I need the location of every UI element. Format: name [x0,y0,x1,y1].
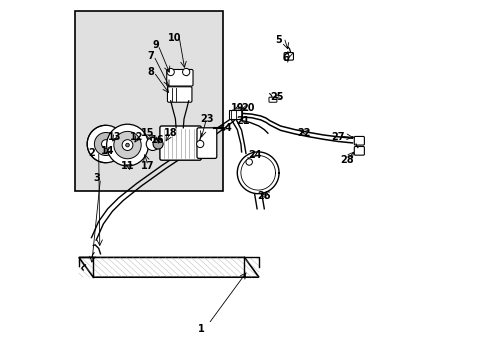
Text: 10: 10 [167,33,181,43]
Text: 1: 1 [198,324,204,334]
Circle shape [125,143,129,147]
Text: 14: 14 [101,146,114,156]
Circle shape [102,140,110,148]
Circle shape [167,68,174,76]
Text: 3: 3 [93,173,100,183]
Circle shape [146,138,159,150]
Text: 19: 19 [230,103,244,113]
Text: 12: 12 [129,132,143,142]
Circle shape [114,131,141,159]
Text: 28: 28 [340,155,353,165]
Text: 5: 5 [275,35,282,45]
Text: 16: 16 [151,135,164,145]
Text: 17: 17 [140,161,154,171]
Text: 20: 20 [241,103,254,113]
Text: 24: 24 [248,150,262,160]
FancyBboxPatch shape [166,69,193,86]
Text: 22: 22 [297,128,310,138]
FancyBboxPatch shape [160,126,201,160]
Text: 11: 11 [121,161,134,171]
Text: 21: 21 [236,116,249,126]
Bar [229,110,242,119]
Bar [75,11,223,191]
Text: 23: 23 [200,114,213,124]
Circle shape [122,140,133,150]
FancyBboxPatch shape [354,136,364,145]
Circle shape [182,68,189,76]
Text: 15: 15 [140,128,154,138]
Text: 8: 8 [147,67,154,77]
Text: 4: 4 [224,123,231,133]
FancyBboxPatch shape [268,97,276,102]
Text: 2: 2 [88,148,95,158]
FancyBboxPatch shape [167,87,192,102]
Circle shape [196,140,203,148]
Text: 13: 13 [108,132,122,142]
Text: 25: 25 [269,92,283,102]
Text: 7: 7 [147,51,154,61]
Polygon shape [79,257,258,277]
FancyBboxPatch shape [197,128,216,158]
Circle shape [106,124,148,166]
Circle shape [87,125,124,163]
Text: 6: 6 [282,53,289,63]
Text: 18: 18 [163,128,177,138]
FancyBboxPatch shape [354,147,364,155]
Text: 27: 27 [331,132,344,142]
Circle shape [94,132,117,156]
Circle shape [245,159,252,165]
FancyBboxPatch shape [284,53,293,60]
Text: 9: 9 [153,40,160,50]
Circle shape [153,139,163,149]
Text: 26: 26 [257,191,270,201]
